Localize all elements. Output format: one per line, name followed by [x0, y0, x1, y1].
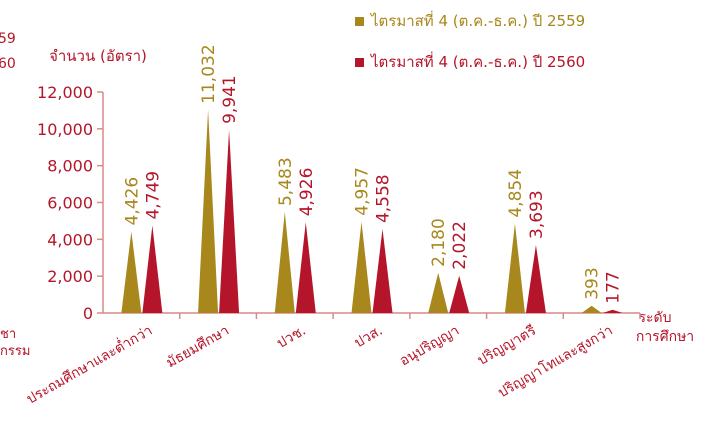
left-fragment-top2: 60 [0, 56, 16, 72]
axes: 0 2,000 4,000 6,000 8,000 10,000 12,000 [37, 83, 641, 323]
y-axis-title: จำนวน (อัตรา) [49, 47, 147, 65]
data-label-0-1: 11,032 [199, 44, 219, 103]
bars [121, 109, 623, 313]
legend-label-2560: ไตรมาสที่ 4 (ต.ค.-ธ.ค.) ปี 2560 [370, 51, 585, 71]
bar-0-0 [121, 231, 142, 313]
legend-label-2559: ไตรมาสที่ 4 (ต.ค.-ธ.ค.) ปี 2559 [370, 10, 585, 30]
bar-1-4 [449, 275, 470, 313]
legend-swatch-2559 [355, 17, 364, 26]
data-label-1-6: 177 [604, 271, 624, 303]
category-label-2: ปวช. [274, 323, 309, 352]
y-tick-label: 4,000 [47, 230, 93, 249]
bar-1-2 [295, 222, 316, 313]
y-tick-label: 10,000 [37, 120, 93, 139]
data-label-0-4: 2,180 [429, 218, 449, 267]
y-tick-label: 6,000 [47, 194, 93, 213]
data-label-1-3: 4,558 [374, 174, 394, 223]
data-label-1-4: 2,022 [450, 221, 470, 270]
bar-0-6 [581, 305, 602, 313]
category-label-1: มัธยมศึกษา [164, 323, 232, 372]
data-label-0-5: 4,854 [506, 169, 526, 218]
category-label-0: ประถมศึกษาและต่ำกว่า [23, 321, 155, 408]
bar-1-1 [219, 129, 240, 313]
bar-1-0 [142, 225, 163, 313]
data-label-1-1: 9,941 [220, 75, 240, 124]
y-tick-label: 8,000 [47, 157, 93, 176]
y-tick-label: 0 [83, 304, 93, 323]
category-label-3: ปวส. [352, 323, 386, 352]
bar-1-6 [602, 309, 623, 313]
data-labels: 4,426 4,749 11,032 9,941 5,483 4,926 4,957 4,55… [122, 44, 623, 303]
left-fragment-bottom1: ชา [0, 327, 16, 342]
category-labels: ประถมศึกษาและต่ำกว่า มัธยมศึกษา ปวช. ปวส. อน… [23, 321, 616, 408]
data-label-1-0: 4,749 [143, 171, 163, 220]
data-label-0-0: 4,426 [122, 177, 142, 226]
x-axis-title-line1: ระดับ [638, 310, 671, 326]
data-label-1-2: 4,926 [297, 168, 317, 217]
y-tick-label: 2,000 [47, 267, 93, 286]
legend: ไตรมาสที่ 4 (ต.ค.-ธ.ค.) ปี 2559 ไตรมาสที… [355, 10, 585, 71]
category-label-5: ปริญญาตรี [475, 322, 539, 368]
bar-0-5 [504, 223, 525, 313]
category-label-4: อนุปริญญา [397, 323, 462, 370]
bar-1-5 [525, 244, 546, 313]
bar-1-3 [372, 229, 393, 313]
bar-0-1 [198, 109, 219, 313]
bar-0-2 [274, 212, 295, 313]
data-label-0-6: 393 [583, 267, 603, 299]
left-fragment-top1: 59 [0, 31, 16, 47]
bar-0-3 [351, 221, 372, 313]
left-fragment-bottom2: กรรม [0, 344, 30, 359]
data-label-0-3: 4,957 [353, 167, 373, 216]
bar-0-4 [428, 272, 449, 313]
legend-swatch-2560 [355, 58, 364, 67]
data-label-1-5: 3,693 [527, 190, 547, 239]
y-tick-label: 12,000 [37, 83, 93, 102]
data-label-0-2: 5,483 [276, 157, 296, 206]
x-axis-title-line2: การศึกษา [636, 329, 694, 345]
